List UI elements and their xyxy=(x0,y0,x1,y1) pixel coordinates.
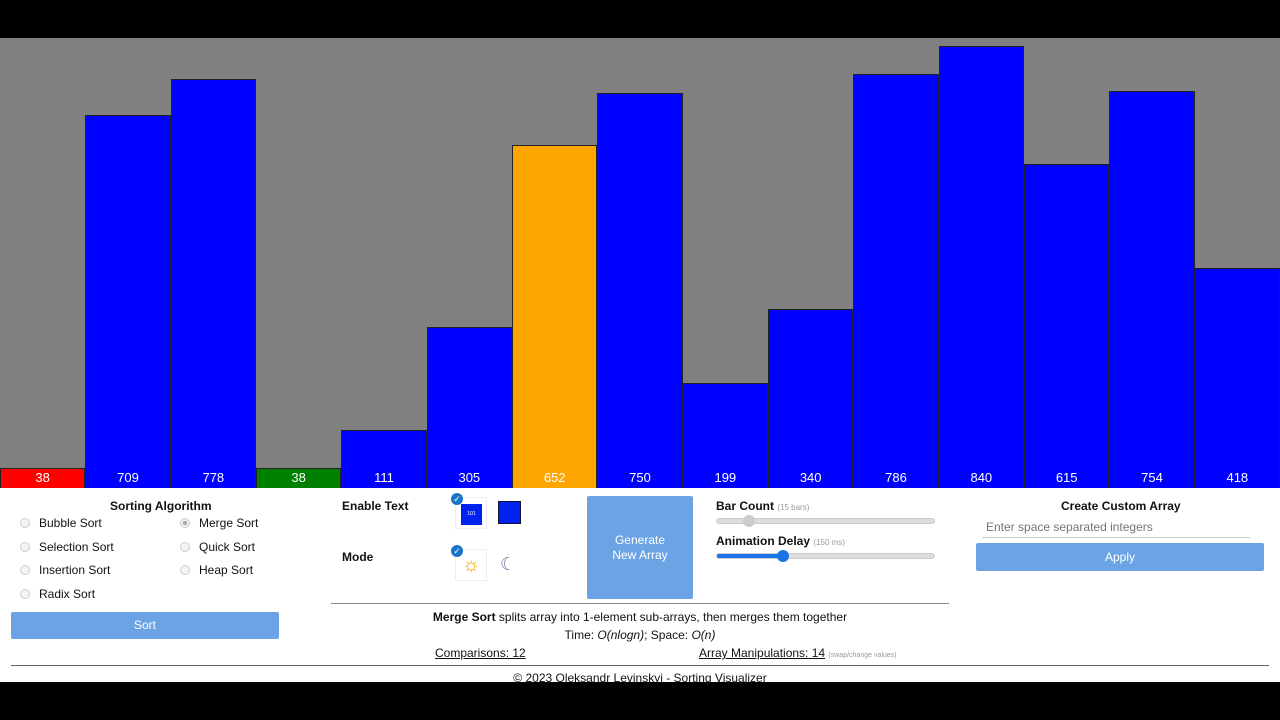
bar: 615 xyxy=(1024,164,1110,488)
bar-visualization: 38 709 778 38 111 305 652 750 199 340 786 840 615 754… xyxy=(0,38,1280,488)
manipulations-count: Array Manipulations: 14 (swap/change val… xyxy=(699,646,897,660)
bar-value: 340 xyxy=(799,470,822,485)
slider-thumb[interactable] xyxy=(777,550,789,562)
text-off-option[interactable] xyxy=(498,501,521,524)
text-on-option[interactable]: 101 xyxy=(455,497,487,529)
bar: 305 xyxy=(426,327,512,488)
bar: 840 xyxy=(938,46,1024,488)
bar-value: 754 xyxy=(1141,470,1163,485)
complexity: Time: O(nlogn); Space: O(n) xyxy=(564,628,716,642)
custom-array-input[interactable] xyxy=(982,516,1250,538)
radio-label: Quick Sort xyxy=(199,540,256,554)
bar: 111 xyxy=(341,430,427,488)
bar: 709 xyxy=(85,115,171,488)
bar-value: 615 xyxy=(1055,470,1078,485)
radio-selection-sort[interactable]: Selection Sort xyxy=(20,540,114,554)
bar-value: 652 xyxy=(543,470,566,485)
radio-label: Selection Sort xyxy=(39,540,114,554)
bar: 786 xyxy=(853,74,939,488)
bar: 754 xyxy=(1109,91,1195,488)
bar-count-slider[interactable] xyxy=(716,515,935,527)
check-icon: ✓ xyxy=(451,545,463,557)
bar: 199 xyxy=(682,383,768,488)
bar-value: 778 xyxy=(202,470,225,485)
animation-delay-slider[interactable] xyxy=(716,550,935,562)
algorithm-heading: Sorting Algorithm xyxy=(110,499,212,513)
bar-value: 305 xyxy=(458,470,481,485)
radio-quick-sort[interactable]: Quick Sort xyxy=(180,540,255,554)
radio-radix-sort[interactable]: Radix Sort xyxy=(20,587,95,601)
animation-delay-label: Animation Delay (150 ms) xyxy=(716,534,845,548)
apply-button[interactable]: Apply xyxy=(976,543,1264,571)
divider xyxy=(11,665,1269,666)
slider-thumb[interactable] xyxy=(743,515,755,527)
radio-label: Heap Sort xyxy=(199,563,254,577)
divider xyxy=(331,603,949,604)
bar: 418 xyxy=(1194,268,1280,488)
radio-heap-sort[interactable]: Heap Sort xyxy=(180,563,253,577)
bar-value: 750 xyxy=(629,470,651,485)
sort-button[interactable]: Sort xyxy=(11,612,279,639)
footer: © 2023 Oleksandr Levinskyi - Sorting Vis… xyxy=(513,671,767,685)
radio-label: Radix Sort xyxy=(39,587,96,601)
bar-value: 199 xyxy=(714,470,737,485)
bar-value: 111 xyxy=(374,470,394,485)
bar-value: 840 xyxy=(970,470,993,485)
check-icon: ✓ xyxy=(451,493,463,505)
radio-merge-sort[interactable]: Merge Sort xyxy=(180,516,258,530)
radio-label: Merge Sort xyxy=(199,516,259,530)
bar: 750 xyxy=(597,93,683,488)
custom-array-heading: Create Custom Array xyxy=(1061,499,1181,513)
bar: 38 xyxy=(0,468,86,488)
text-bar-icon: 101 xyxy=(461,504,482,525)
bar-value: 38 xyxy=(35,470,50,485)
bar: 652 xyxy=(512,145,598,488)
algorithm-description: Merge Sort splits array into 1-element s… xyxy=(432,610,848,624)
radio-insertion-sort[interactable]: Insertion Sort xyxy=(20,563,110,577)
radio-label: Bubble Sort xyxy=(39,516,102,530)
bar: 340 xyxy=(768,309,854,488)
control-panel: Sorting Algorithm Bubble Sort Selection … xyxy=(0,488,1280,685)
radio-label: Insertion Sort xyxy=(39,563,111,577)
radio-bubble-sort[interactable]: Bubble Sort xyxy=(20,516,102,530)
bar: 38 xyxy=(256,468,342,488)
bar-value: 786 xyxy=(885,470,907,485)
bar: 778 xyxy=(170,79,256,488)
enable-text-label: Enable Text xyxy=(342,499,409,513)
generate-array-button[interactable]: Generate New Array xyxy=(587,496,693,599)
bar-value: 709 xyxy=(117,470,139,485)
bar-value: 418 xyxy=(1226,470,1249,485)
mode-label: Mode xyxy=(342,550,374,564)
bar-value: 38 xyxy=(291,470,306,485)
bar-count-label: Bar Count (15 bars) xyxy=(716,499,810,513)
comparisons-count: Comparisons: 12 xyxy=(435,646,526,660)
moon-icon[interactable]: ☾ xyxy=(500,554,517,574)
